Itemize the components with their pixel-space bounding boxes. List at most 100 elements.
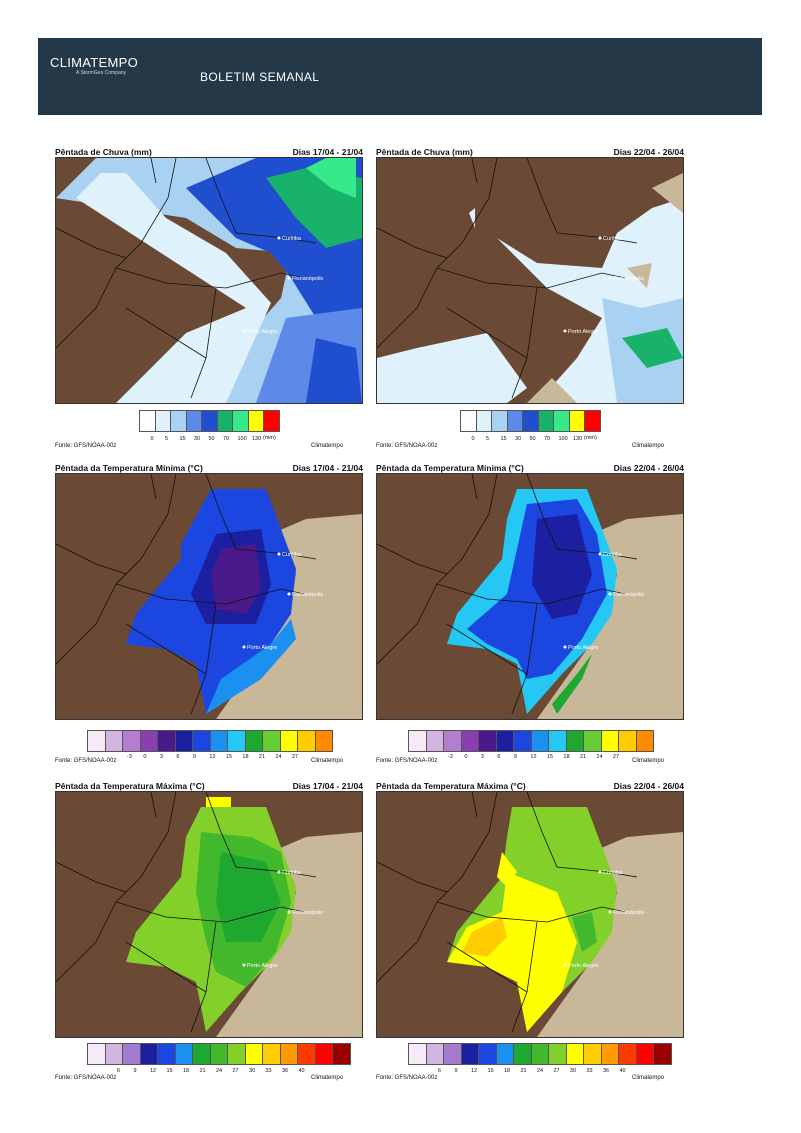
tmin-tick-label: 12 [530,754,537,760]
tmax-tick-label: 9 [454,1068,458,1074]
panel-dates: Dias 22/04 - 26/04 [613,147,684,157]
rain-map: Curitiba Florianópolis Porto Alegre [376,157,684,404]
rain-tick-label: 50 [529,436,536,442]
tmax-scale-cell [175,1044,193,1064]
city-label: Florianópolis [292,592,323,598]
tmin-scale-cell [566,731,584,751]
city-label: Porto Alegre [247,963,277,969]
tmax-tick-label: 33 [586,1068,593,1074]
tmax-tick-label: 18 [183,1068,190,1074]
bulletin-title: BOLETIM SEMANAL [200,70,320,84]
rain-scale-cell [171,411,187,431]
tmax-tick-label: 36 [603,1068,610,1074]
rain-tick-label: 130 [573,436,583,442]
tmax-scale-cell [426,1044,444,1064]
tmax-tick-label: 15 [487,1068,494,1074]
panel-title: Pêntada de Chuva (mm) [55,147,152,157]
tmax-map: Curitiba Florianópolis Porto Alegre [376,791,684,1038]
tmax-scale-cell [245,1044,263,1064]
rain-scale-cell [233,411,249,431]
rain-tick-label: 130 [252,436,262,442]
city-label: Porto Alegre [247,329,277,335]
rain-scale-cell [155,411,171,431]
tmax-scale-cell [298,1044,316,1064]
tmax-scale-cell [210,1044,228,1064]
data-source: Fonte: GFS/NOAA-00z [55,443,117,449]
tmin-scale-cell [105,731,123,751]
climatempo-logo: CLIMATEMPO [50,55,138,70]
tmin-scale-cell [601,731,619,751]
brand-label: Climatempo [311,758,344,764]
tmin-tick-label: 21 [258,754,266,760]
data-source: Fonte: GFS/NOAA-00z [55,758,117,764]
panel-title: Pêntada da Temperatura Máxima (°C) [376,781,526,791]
tmin-tick-label: 27 [291,754,299,760]
tmin-scale-cell [228,731,246,751]
city-label: Curitiba [282,552,302,558]
tmin-scale-cell [514,731,532,751]
tmin-scale-cell [280,731,298,751]
rain-tick-label: 100 [237,436,247,442]
tmin-scale-cell [140,731,158,751]
tmin-tick-label: 15 [225,754,233,760]
city-label: Curitiba [282,236,302,242]
tmin-scale-cell [298,731,316,751]
city-label: Curitiba [603,552,623,558]
brand-label: Climatempo [311,443,344,449]
header-bar: CLIMATEMPO A StormGeo Company BOLETIM SE… [38,38,762,115]
tmax-tick-label: 24 [216,1068,223,1074]
rain-tick-label: 30 [194,436,201,442]
tmax-scale-cell [496,1044,514,1064]
tmax-tick-label: 36 [282,1068,289,1074]
tmin-tick-label: 27 [612,754,620,760]
tmax-tick-label: 12 [471,1068,478,1074]
tmax-tick-label: 33 [265,1068,272,1074]
rain-scale-cell [569,411,585,431]
rain-tick-label: 70 [223,436,230,442]
rain-tick-label: 50 [208,436,215,442]
data-source: Fonte: GFS/NOAA-00z [376,758,438,764]
brand-label: Climatempo [632,758,665,764]
tmax-tick-label: 30 [249,1068,256,1074]
tmin-tick-label: 3 [159,754,163,760]
city-label: Florianópolis [292,910,323,916]
tmax-scale-cell [619,1044,637,1064]
tmax-scale-cell [193,1044,211,1064]
city-label: Porto Alegre [568,329,598,335]
tmax-scale-cell [601,1044,619,1064]
tmax-tick-label: 24 [537,1068,544,1074]
tmin-scale-cell [158,731,176,751]
tmin-scale-cell [549,731,567,751]
city-label: Curitiba [282,870,302,876]
tmin-scale-cell [584,731,602,751]
tmin-tick-label: 3 [480,754,484,760]
tmin-scale-cell [263,731,281,751]
tmin-scale-cell [245,731,263,751]
tmin-tick-label: 0 [464,754,468,760]
rain-unit: (mm) [263,435,276,441]
tmax-scale-cell [531,1044,549,1064]
rain-scale-cell [186,411,202,431]
tmin-scale-cell [210,731,228,751]
tmax-scale-cell [123,1044,141,1064]
tmin-tick-label: 21 [579,754,587,760]
tmin-tick-label: 18 [563,754,570,760]
panel-title: Pêntada da Temperatura Mínima (°C) [376,463,524,473]
tmin-scale-cell [175,731,193,751]
tmin-scale-cell [479,731,497,751]
tmin-scale-cell [315,731,332,751]
tmax-scale-cell [514,1044,532,1064]
panel-title: Pêntada de Chuva (mm) [376,147,473,157]
tmax-tick-label: 27 [232,1068,239,1074]
tmin-scale-cell [636,731,653,751]
panel-dates: Dias 17/04 - 21/04 [292,781,363,791]
tmin-tick-label: 0 [143,754,147,760]
rain-scale-cell [523,411,539,431]
tmax-tick-label: 21 [199,1068,206,1074]
tmax-scale-cell [315,1044,333,1064]
tmax-scale-cell [263,1044,281,1064]
city-label: Curitiba [603,870,623,876]
tmax-color-scale [87,1043,351,1065]
tmax-scale-cell [479,1044,497,1064]
tmax-tick-label: 6 [117,1068,121,1074]
